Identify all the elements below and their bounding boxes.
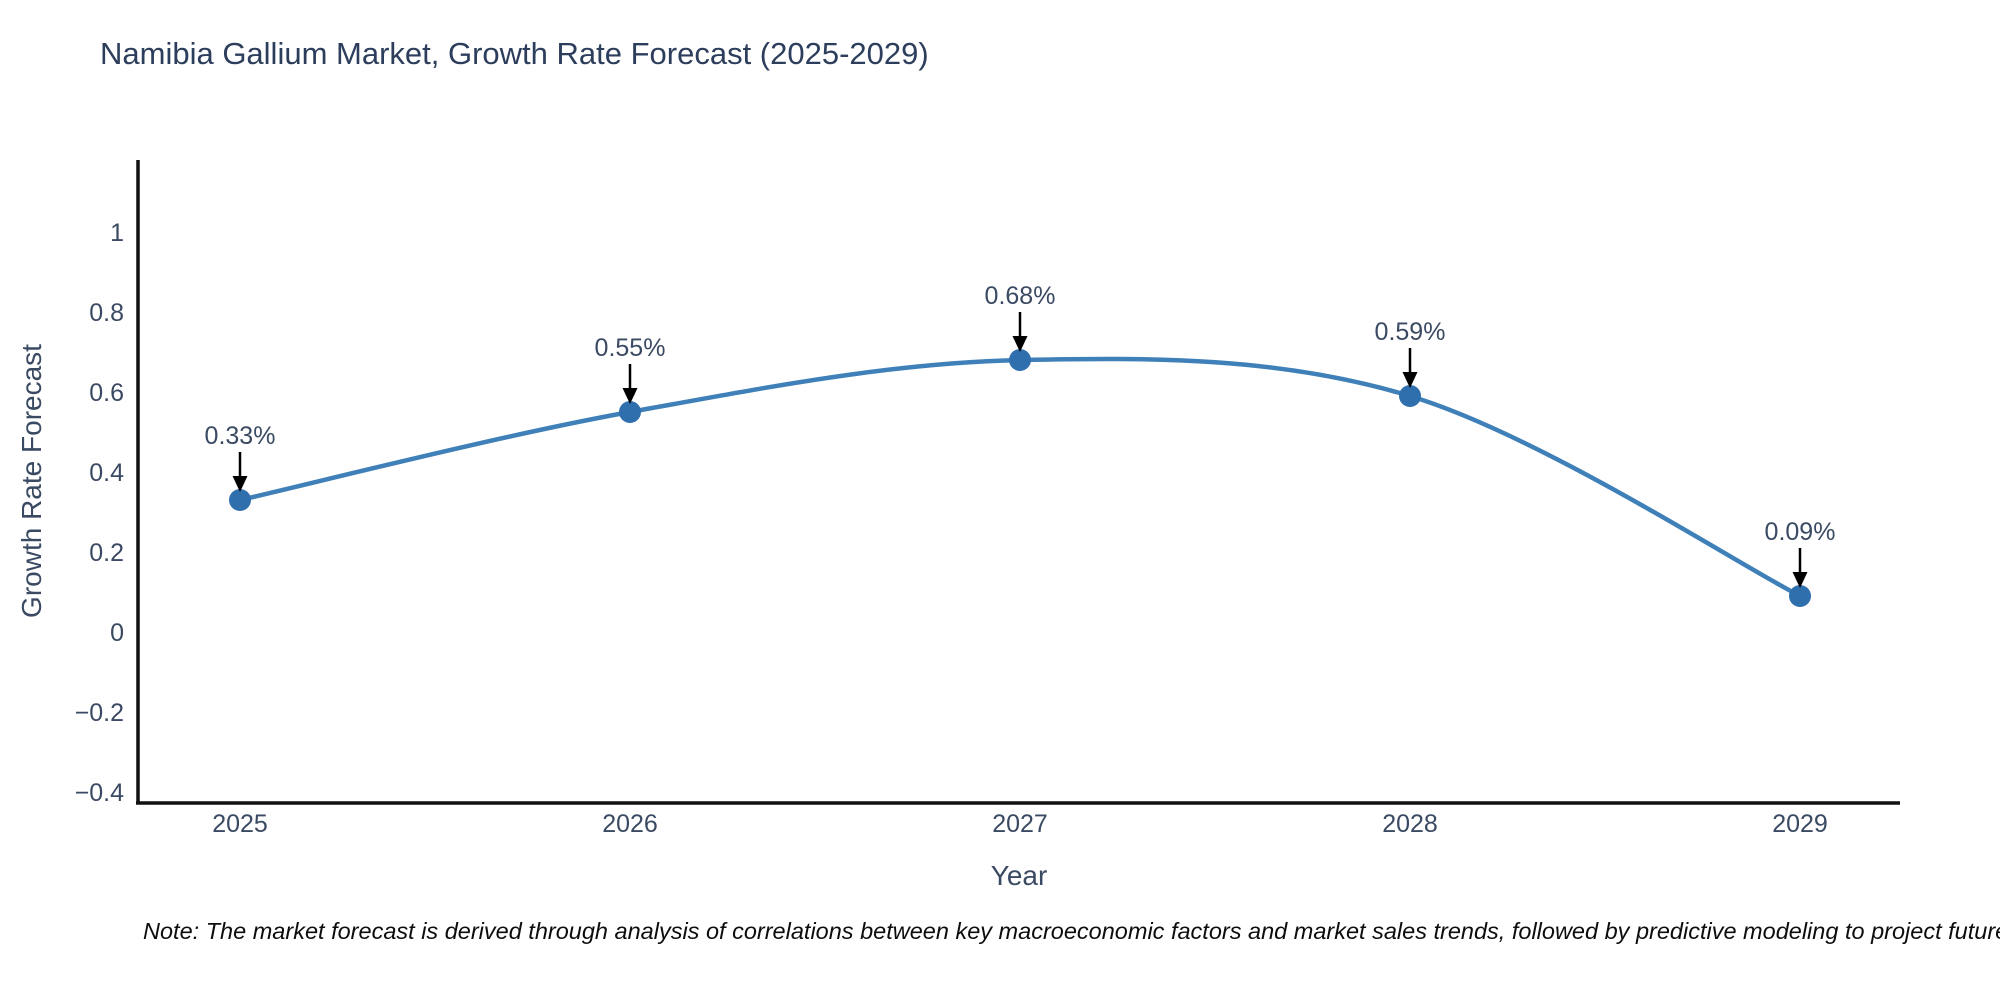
annotation-arrowhead <box>232 476 248 492</box>
annotation-label: 0.68% <box>985 282 1056 310</box>
annotation-arrowhead <box>1792 572 1808 588</box>
y-tick-label: 1 <box>110 219 124 247</box>
chart-title: Namibia Gallium Market, Growth Rate Fore… <box>100 36 929 71</box>
y-tick-label: −0.4 <box>75 779 124 807</box>
y-tick-label: 0.2 <box>89 539 124 567</box>
annotation-arrowhead <box>1402 372 1418 388</box>
data-point-marker <box>1789 585 1811 607</box>
annotation-label: 0.55% <box>595 334 666 362</box>
y-tick-label: 0.8 <box>89 299 124 327</box>
x-tick-label: 2027 <box>992 810 1048 838</box>
y-tick-label: 0.6 <box>89 379 124 407</box>
footnote: Note: The market forecast is derived thr… <box>143 918 2000 944</box>
annotation-arrowhead <box>622 388 638 404</box>
annotation-label: 0.33% <box>205 422 276 450</box>
annotation-label: 0.59% <box>1375 318 1446 346</box>
data-point-marker <box>619 401 641 423</box>
y-tick-label: −0.2 <box>75 699 124 727</box>
forecast-line <box>237 356 1803 599</box>
annotation-arrowhead <box>1012 336 1028 352</box>
y-tick-label: 0 <box>110 619 124 647</box>
data-point-marker <box>229 489 251 511</box>
x-tick-label: 2025 <box>212 810 268 838</box>
data-point-marker <box>1399 385 1421 407</box>
annotation-label: 0.09% <box>1765 518 1836 546</box>
x-tick-label: 2026 <box>602 810 658 838</box>
x-tick-label: 2029 <box>1772 810 1828 838</box>
x-tick-label: 2028 <box>1382 810 1438 838</box>
y-tick-label: 0.4 <box>89 459 124 487</box>
x-axis-title: Year <box>990 860 1048 891</box>
data-point-marker <box>1009 349 1031 371</box>
